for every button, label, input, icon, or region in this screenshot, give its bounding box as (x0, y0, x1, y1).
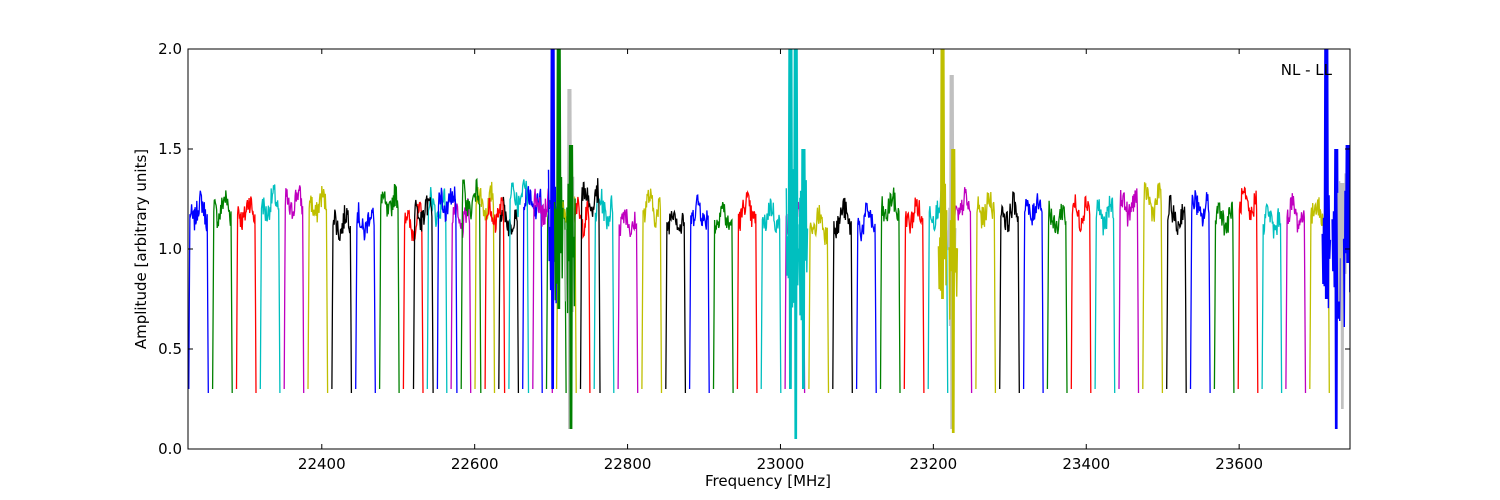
panel-annotation: NL - LL (1281, 61, 1333, 79)
series-band-0-40 (1142, 182, 1164, 394)
y-axis-label: Amplitude [arbitrary units] (132, 149, 150, 349)
series-band-0-27 (832, 197, 853, 394)
series-band-0-45 (1261, 203, 1283, 394)
series-band-0-38 (1094, 195, 1116, 394)
y-tick-label-0: 0.0 (158, 440, 182, 458)
series-band-1-4 (508, 179, 530, 394)
series-band-0-10 (426, 187, 448, 394)
y-tick-label-4: 2.0 (158, 40, 182, 58)
series-band-1-0 (412, 195, 434, 394)
series-band-0-36 (1046, 200, 1068, 394)
series-band-0-42 (1189, 190, 1211, 394)
spike-0 (547, 49, 558, 390)
series-band-0-2 (235, 196, 257, 394)
series-band-0-43 (1213, 201, 1235, 394)
y-tick-label-3: 1.5 (158, 140, 182, 158)
series-band-0-20 (665, 209, 687, 394)
series-band-0-0 (188, 190, 209, 394)
spike-13 (1342, 144, 1350, 328)
spike-9 (948, 148, 959, 434)
spike-10 (1321, 49, 1332, 309)
series-band-0-35 (1022, 193, 1044, 394)
series-band-0-4 (283, 185, 305, 394)
spike-12 (1337, 173, 1348, 410)
x-tick-label-2: 22800 (604, 455, 652, 473)
series-band-0-6 (331, 205, 353, 394)
x-axis-label: Frequency [MHz] (705, 472, 831, 490)
y-tick-label-1: 0.5 (158, 340, 182, 358)
spike-7 (937, 49, 948, 300)
series-band-0-21 (688, 194, 710, 394)
x-tick-label-4: 23200 (910, 455, 958, 473)
series-band-0-23 (736, 190, 758, 394)
series-band-0-44 (1237, 186, 1259, 394)
series-band-0-41 (1166, 194, 1187, 394)
series-band-0-3 (259, 184, 281, 394)
x-tick-label-6: 23600 (1215, 455, 1263, 473)
series-band-0-13 (498, 196, 520, 394)
spike-5 (790, 49, 801, 440)
series-band-1-1 (436, 186, 458, 394)
series-band-0-34 (999, 191, 1020, 394)
series-band-1-2 (460, 177, 482, 394)
series-band-0-37 (1070, 194, 1092, 394)
spike-6 (798, 148, 809, 390)
series-band-0-28 (855, 202, 877, 394)
series-band-1-3 (484, 196, 506, 394)
spike-3 (566, 144, 576, 430)
x-tick-label-3: 23000 (757, 455, 805, 473)
series-band-0-39 (1118, 188, 1140, 394)
series-band-0-1 (211, 190, 233, 394)
x-tick-label-5: 23400 (1062, 455, 1110, 473)
series-band-1-7 (579, 178, 601, 394)
spike-1 (553, 49, 564, 310)
series-band-0-30 (903, 197, 925, 394)
axis-ticks (188, 48, 1350, 450)
series-band-0-46 (1285, 193, 1307, 394)
series-band-0-19 (641, 188, 663, 394)
series-band-0-33 (975, 191, 997, 394)
x-tick-label-1: 22600 (451, 455, 499, 473)
series-layer (188, 49, 1350, 440)
series-band-0-22 (712, 201, 734, 394)
series-band-0-9 (402, 201, 424, 394)
series-band-0-18 (617, 209, 639, 394)
series-band-0-7 (355, 202, 376, 394)
tick-labels: 22400 22600 22800 23000 23200 23400 23600 0.0 0.… (158, 40, 1263, 473)
series-band-0-5 (307, 185, 329, 394)
x-tick-label-0: 22400 (298, 455, 346, 473)
y-tick-label-2: 1.0 (158, 240, 182, 258)
series-band-0-24 (760, 198, 782, 394)
series-band-0-8 (378, 183, 400, 394)
series-band-0-26 (808, 204, 830, 394)
series-band-0-29 (879, 187, 901, 394)
